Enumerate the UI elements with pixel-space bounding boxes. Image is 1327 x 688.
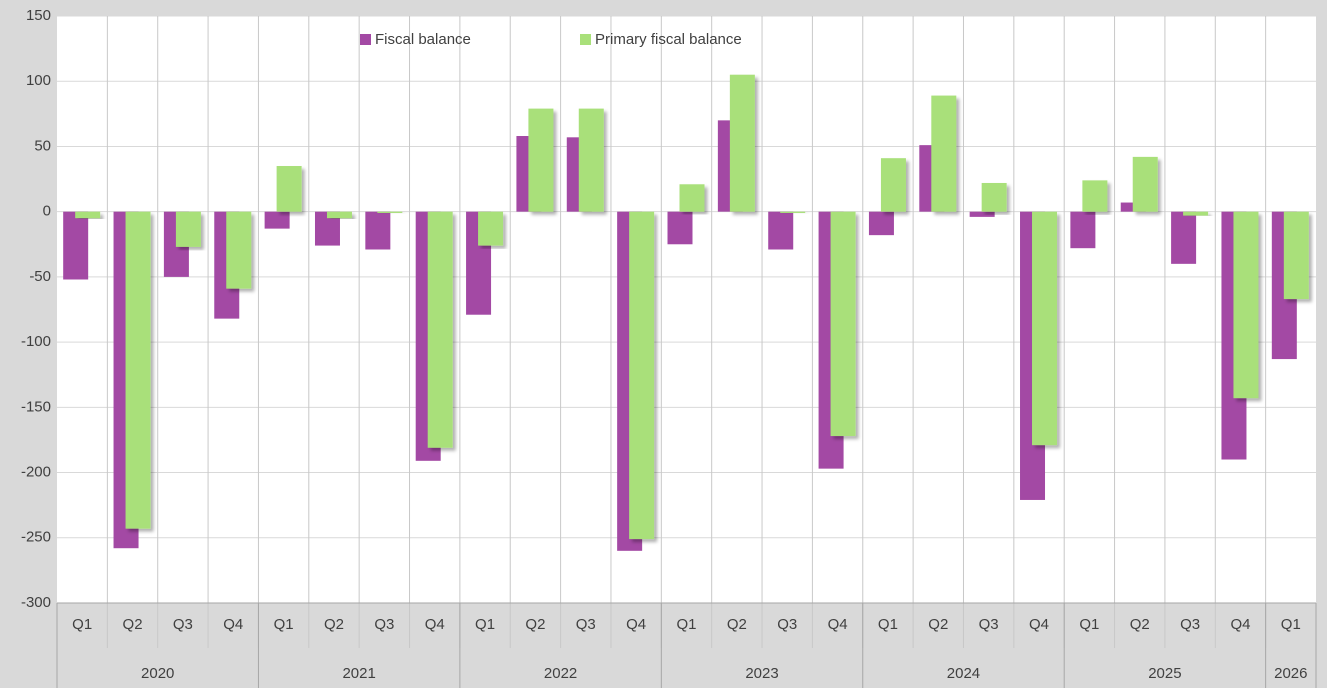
bar <box>931 95 957 212</box>
x-tick-label: Q4 <box>1029 616 1049 633</box>
bar <box>830 211 856 437</box>
bar <box>175 211 201 247</box>
group-label: 2022 <box>544 665 577 682</box>
bar <box>768 211 794 250</box>
y-tick-label: -150 <box>21 398 51 415</box>
x-tick-label: Q1 <box>72 616 92 633</box>
x-tick-label: Q3 <box>979 616 999 633</box>
x-tick-label: Q2 <box>928 616 948 633</box>
bar <box>880 158 906 212</box>
group-label: 2026 <box>1274 665 1307 682</box>
bar <box>1082 180 1108 212</box>
group-label: 2025 <box>1148 665 1181 682</box>
x-tick-label: Q2 <box>324 616 344 633</box>
bar <box>63 211 89 280</box>
bar <box>75 211 101 219</box>
bar <box>1183 211 1209 216</box>
plot-area <box>57 16 1316 603</box>
x-tick-label: Q4 <box>425 616 445 633</box>
bar <box>427 211 453 448</box>
bar <box>667 211 693 245</box>
x-tick-label: Q1 <box>1079 616 1099 633</box>
bar <box>326 211 352 219</box>
bar <box>969 211 995 217</box>
bar <box>1171 211 1197 264</box>
bar <box>981 182 1007 212</box>
bar <box>276 166 302 212</box>
y-tick-label: -50 <box>29 268 51 285</box>
x-tick-label: Q4 <box>1230 616 1250 633</box>
x-tick-label: Q4 <box>626 616 646 633</box>
x-tick-label: Q3 <box>374 616 394 633</box>
bar <box>679 184 705 212</box>
bar <box>729 74 755 212</box>
bar <box>1032 211 1058 446</box>
y-tick-label: -200 <box>21 464 51 481</box>
y-tick-label: 0 <box>43 203 51 220</box>
x-tick-label: Q4 <box>828 616 848 633</box>
x-tick-label: Q2 <box>727 616 747 633</box>
legend-swatch <box>580 34 591 45</box>
x-tick-label: Q1 <box>1281 616 1301 633</box>
bar <box>868 211 894 236</box>
x-tick-label: Q1 <box>274 616 294 633</box>
bar <box>377 211 403 213</box>
bar <box>365 211 391 250</box>
group-label: 2021 <box>342 665 375 682</box>
y-tick-label: 100 <box>26 72 51 89</box>
group-label: 2024 <box>947 665 980 682</box>
bar <box>1070 211 1096 249</box>
legend-label: Primary fiscal balance <box>595 31 742 48</box>
x-tick-label: Q2 <box>123 616 143 633</box>
y-tick-label: 50 <box>34 137 51 154</box>
y-tick-label: -300 <box>21 594 51 611</box>
y-tick-label: -100 <box>21 333 51 350</box>
bar <box>629 211 655 540</box>
x-tick-label: Q1 <box>676 616 696 633</box>
bar <box>226 211 252 289</box>
bar <box>1233 211 1259 399</box>
x-tick-label: Q2 <box>1130 616 1150 633</box>
bar <box>125 211 151 529</box>
bar <box>1283 211 1309 300</box>
bar <box>478 211 504 246</box>
y-tick-label: 150 <box>26 7 51 24</box>
bar <box>264 211 290 229</box>
group-label: 2020 <box>141 665 174 682</box>
group-label: 2023 <box>745 665 778 682</box>
y-tick-label: -250 <box>21 529 51 546</box>
x-tick-label: Q1 <box>878 616 898 633</box>
legend-swatch <box>360 34 371 45</box>
bar <box>578 108 604 212</box>
x-tick-label: Q1 <box>475 616 495 633</box>
bar <box>528 108 554 212</box>
x-tick-label: Q3 <box>777 616 797 633</box>
x-tick-label: Q4 <box>223 616 243 633</box>
bar <box>1132 156 1158 212</box>
legend-label: Fiscal balance <box>375 31 471 48</box>
x-tick-label: Q3 <box>576 616 596 633</box>
x-tick-label: Q3 <box>1180 616 1200 633</box>
x-tick-label: Q2 <box>525 616 545 633</box>
x-tick-label: Q3 <box>173 616 193 633</box>
bar <box>780 211 806 213</box>
